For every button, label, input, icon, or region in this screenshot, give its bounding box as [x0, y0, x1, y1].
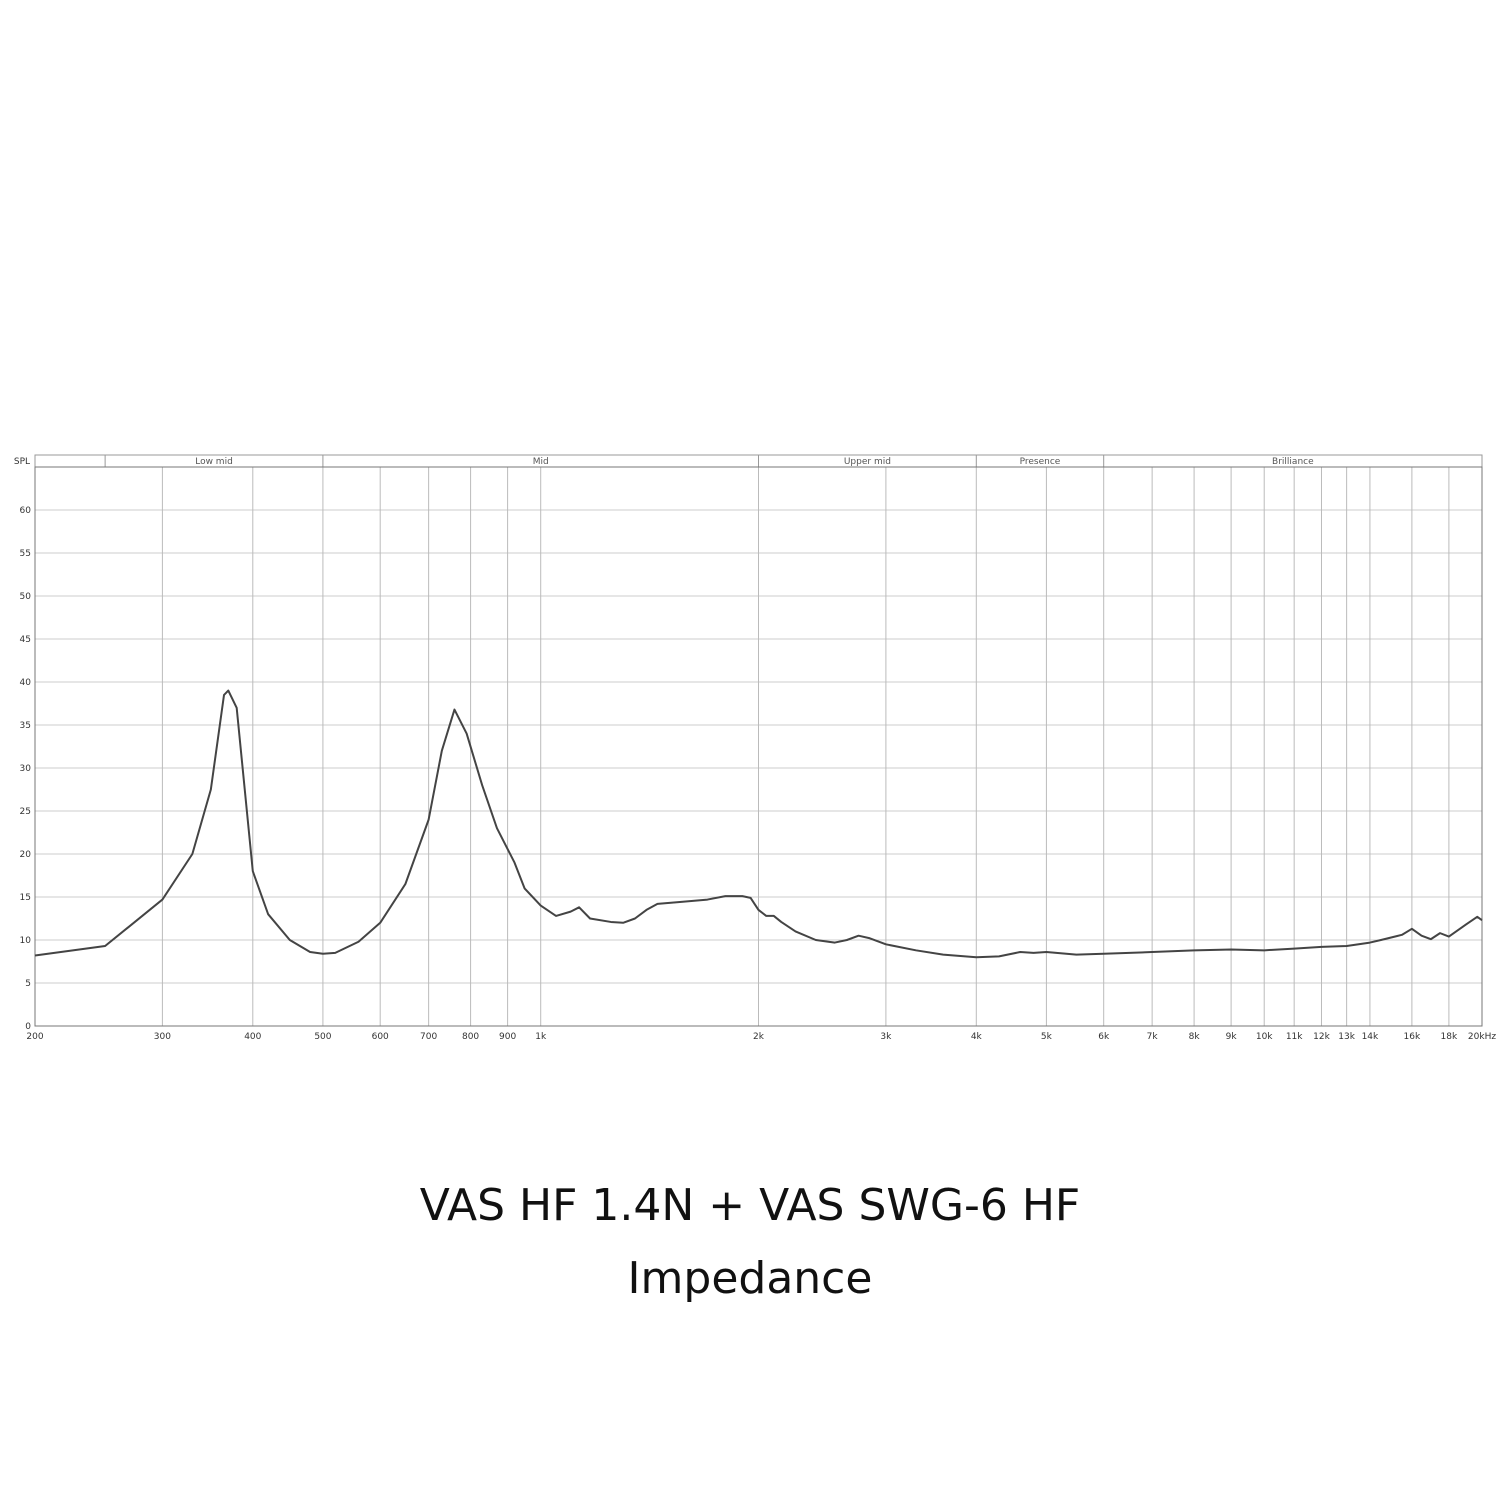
y-tick-label: 30: [20, 764, 32, 774]
y-tick-label: 55: [20, 549, 31, 559]
x-tick-label: 800: [462, 1032, 479, 1042]
plot-frame: [34, 466, 1483, 1027]
data-line: [34, 689, 1483, 959]
y-tick-label: 20: [20, 850, 32, 860]
x-tick-label: 18k: [1441, 1032, 1458, 1042]
x-tick-label: 500: [314, 1032, 331, 1042]
x-tick-label: 5k: [1041, 1032, 1053, 1042]
x-tick-label: 20kHz: [1468, 1032, 1496, 1042]
x-tick-label: 16k: [1404, 1032, 1421, 1042]
x-tick-label: 900: [499, 1032, 516, 1042]
x-tick-label: 600: [372, 1032, 389, 1042]
x-tick-label: 2k: [753, 1032, 765, 1042]
x-tick-label: 14k: [1362, 1032, 1379, 1042]
y-tick-label: 10: [20, 936, 32, 946]
chart-subtitle: Impedance: [628, 1253, 873, 1304]
x-tick-label: 4k: [971, 1032, 983, 1042]
x-tick-label: 9k: [1226, 1032, 1238, 1042]
y-axis-label: SPL: [14, 457, 30, 467]
x-tick-label: 700: [420, 1032, 437, 1042]
x-tick-label: 8k: [1189, 1032, 1201, 1042]
x-tick-label: 200: [26, 1032, 43, 1042]
band-label: Upper mid: [844, 457, 891, 467]
y-tick-label: 25: [20, 807, 31, 817]
x-tick-label: 1k: [535, 1032, 547, 1042]
x-tick-label: 12k: [1313, 1032, 1330, 1042]
x-tick-label: 3k: [880, 1032, 892, 1042]
x-tick-label: 300: [154, 1032, 171, 1042]
band-label: Low mid: [195, 457, 233, 467]
band-label: Mid: [533, 457, 549, 467]
x-tick-label: 400: [244, 1032, 261, 1042]
y-tick-label: 40: [20, 678, 32, 688]
band-label: Presence: [1020, 457, 1061, 467]
y-tick-label: 35: [20, 721, 31, 731]
y-tick-label: 45: [20, 635, 31, 645]
x-tick-label: 10k: [1256, 1032, 1273, 1042]
y-tick-label: 60: [20, 506, 32, 516]
x-tick-label: 13k: [1338, 1032, 1355, 1042]
y-tick-label: 5: [25, 979, 31, 989]
band-label: Brilliance: [1272, 457, 1314, 467]
y-tick-label: 0: [25, 1022, 31, 1032]
x-tick-label: 7k: [1147, 1032, 1159, 1042]
y-tick-label: 50: [20, 592, 32, 602]
chart-title: VAS HF 1.4N + VAS SWG-6 HF: [420, 1180, 1081, 1231]
y-tick-label: 15: [20, 893, 31, 903]
x-tick-label: 11k: [1286, 1032, 1303, 1042]
x-tick-label: 6k: [1098, 1032, 1110, 1042]
